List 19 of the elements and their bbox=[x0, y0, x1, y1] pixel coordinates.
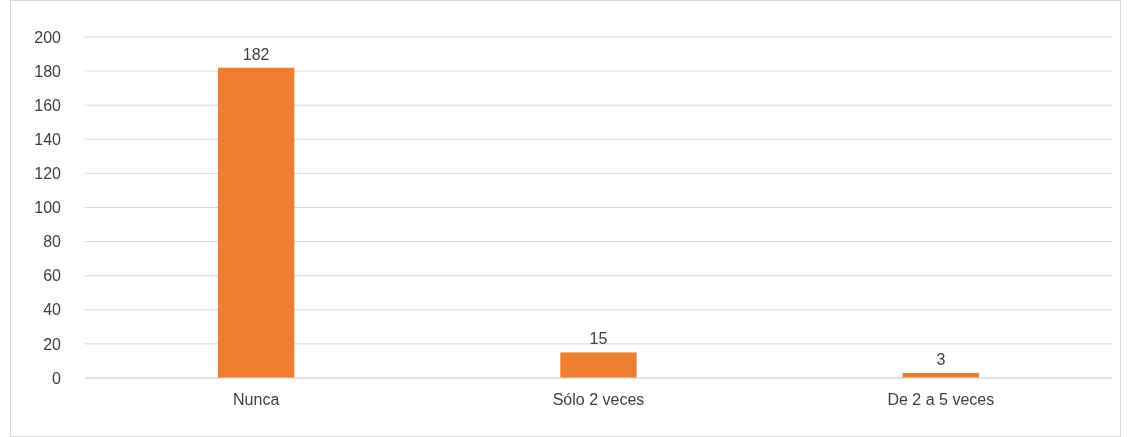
y-tick-label: 100 bbox=[34, 199, 62, 217]
y-tick-label: 40 bbox=[43, 301, 62, 319]
bar bbox=[218, 67, 295, 378]
y-tick-label: 60 bbox=[43, 267, 62, 285]
x-tick-label: Nunca bbox=[233, 391, 280, 408]
x-tick-label: Sólo 2 veces bbox=[552, 391, 645, 408]
data-label: 3 bbox=[936, 350, 946, 368]
y-tick-label: 20 bbox=[43, 335, 62, 353]
data-label: 182 bbox=[242, 45, 270, 63]
y-tick-label: 140 bbox=[34, 130, 62, 148]
bar bbox=[560, 352, 637, 378]
y-tick-label: 0 bbox=[52, 369, 62, 387]
y-tick-label: 120 bbox=[34, 165, 62, 182]
y-tick-label: 180 bbox=[34, 62, 62, 80]
data-label: 15 bbox=[589, 330, 608, 348]
y-tick-label: 160 bbox=[34, 96, 62, 114]
y-tick-label: 80 bbox=[43, 233, 62, 251]
y-tick-label: 200 bbox=[34, 28, 62, 46]
x-tick-label: De 2 a 5 veces bbox=[887, 391, 995, 408]
